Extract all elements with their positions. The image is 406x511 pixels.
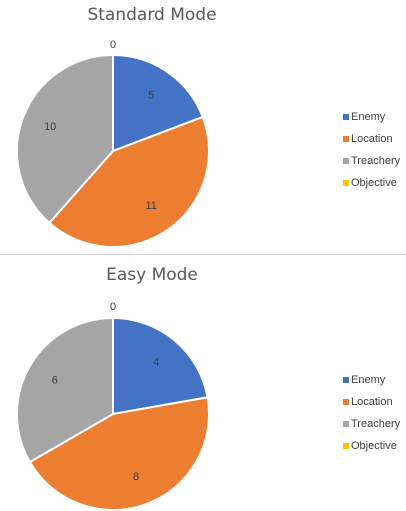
pie-slices: [16, 316, 210, 511]
data-label-treachery: 10: [44, 121, 56, 133]
legend: Enemy Location Treachery Objective: [343, 111, 401, 189]
legend-label-treachery: Treachery: [351, 418, 401, 430]
legend-label-treachery: Treachery: [351, 155, 401, 167]
legend-swatch-objective: [343, 180, 349, 186]
legend-swatch-objective: [343, 443, 349, 449]
legend-swatch-treachery: [343, 421, 349, 427]
pie-slice-enemy: [112, 53, 205, 153]
legend-label-location: Location: [351, 133, 393, 145]
legend-swatch-location: [343, 136, 349, 142]
pie-data-labels: 5 11 10 0: [44, 39, 157, 212]
pie-slice-enemy: [112, 316, 209, 416]
legend-swatch-location: [343, 399, 349, 405]
legend-label-objective: Objective: [351, 177, 397, 189]
data-label-treachery: 6: [52, 374, 58, 386]
legend-label-enemy: Enemy: [351, 111, 386, 123]
legend-swatch-treachery: [343, 158, 349, 164]
pie-slice-treachery: [16, 316, 114, 464]
pie-data-labels: 4 8 6 0: [52, 301, 160, 483]
legend-swatch-enemy: [343, 114, 349, 120]
legend-label-enemy: Enemy: [351, 374, 386, 386]
data-label-enemy: 5: [148, 90, 154, 102]
chart-title: Easy Mode: [106, 265, 198, 285]
data-label-objective: 0: [110, 39, 116, 51]
legend-label-location: Location: [351, 396, 393, 408]
pie-slice-location: [47, 115, 210, 248]
chart-divider: [0, 254, 406, 255]
standard-mode-pie-svg: Standard Mode 5 11 10 0 Enemy Location Treach…: [16, 5, 401, 248]
easy-mode-chart: Easy Mode 4 8 6 0 Enemy Location Treachery Obj…: [0, 259, 406, 511]
standard-mode-chart: Standard Mode 5 11 10 0 Enemy Location Treach…: [0, 0, 406, 252]
chart-title: Standard Mode: [87, 5, 216, 25]
data-label-objective: 0: [110, 301, 116, 313]
pie-slices: [16, 53, 210, 248]
legend-swatch-enemy: [343, 377, 349, 383]
data-label-location: 11: [145, 200, 156, 212]
legend: Enemy Location Treachery Objective: [343, 374, 401, 452]
easy-mode-pie-svg: Easy Mode 4 8 6 0 Enemy Location Treachery Obj…: [16, 265, 401, 511]
pie-slice-location: [28, 396, 210, 511]
legend-label-objective: Objective: [351, 440, 397, 452]
data-label-location: 8: [133, 471, 139, 483]
pie-slice-treachery: [16, 53, 114, 225]
data-label-enemy: 4: [153, 356, 159, 368]
